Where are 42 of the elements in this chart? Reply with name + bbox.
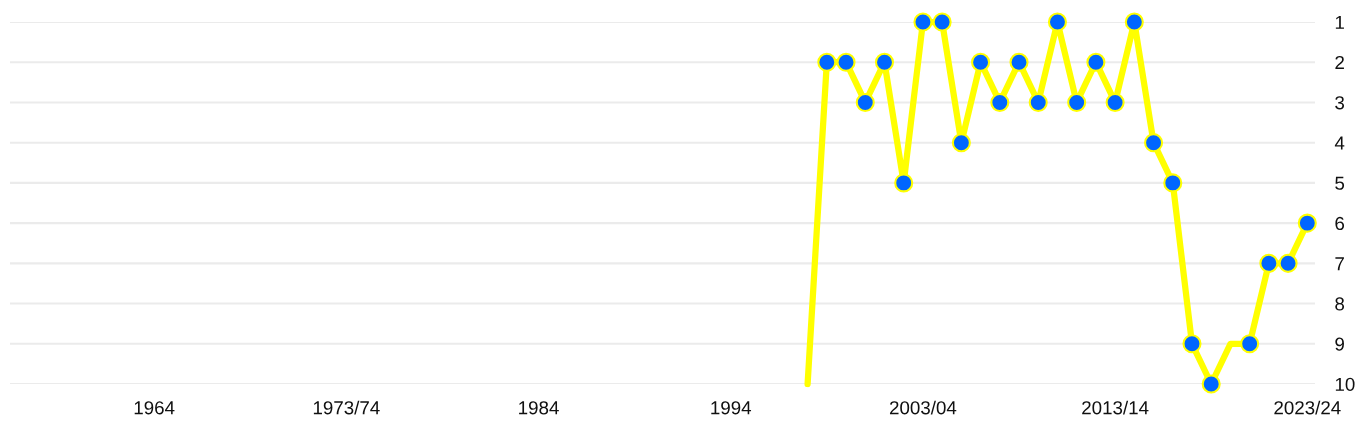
y-tick-label: 5 [1335, 176, 1345, 190]
x-tick-label: 1994 [711, 401, 752, 415]
point [1240, 334, 1260, 354]
point [836, 52, 856, 72]
point [990, 92, 1010, 112]
point [817, 52, 837, 72]
y-tick-label: 2 [1335, 55, 1344, 70]
y-tick-label: 9 [1335, 337, 1344, 351]
point [855, 92, 875, 112]
y-tick-label: 6 [1335, 216, 1345, 231]
point [1105, 92, 1125, 112]
y-tick-label: 10 [1335, 377, 1355, 391]
y-tick-label: 1 [1335, 15, 1344, 29]
x-tick-label: 2023/24 [1274, 400, 1341, 415]
y-tick-label: 3 [1335, 96, 1345, 110]
point [951, 133, 971, 153]
point [1144, 133, 1164, 153]
point [1124, 12, 1144, 32]
point [1297, 213, 1317, 233]
point [913, 12, 933, 32]
y-tick-label: 7 [1335, 257, 1344, 271]
x-tick-label: 1984 [519, 401, 559, 415]
x-tick-label: 2013/14 [1082, 400, 1149, 415]
point [1259, 253, 1279, 273]
point [1009, 52, 1029, 72]
point [1047, 12, 1067, 32]
point [874, 52, 895, 72]
point [1182, 334, 1202, 354]
point [1067, 92, 1087, 112]
y-tick-label: 8 [1335, 297, 1345, 311]
point [1201, 374, 1221, 394]
point [894, 173, 914, 193]
point [1086, 52, 1106, 72]
x-tick-label: 2003/04 [889, 400, 957, 415]
point [1163, 173, 1183, 193]
point [932, 12, 952, 32]
point [1028, 92, 1048, 112]
y-tick-label: 4 [1334, 136, 1345, 150]
x-tick-label: 1973/74 [313, 400, 380, 415]
point [1278, 253, 1298, 273]
point [971, 52, 991, 72]
x-tick-label: 1964 [134, 401, 175, 415]
